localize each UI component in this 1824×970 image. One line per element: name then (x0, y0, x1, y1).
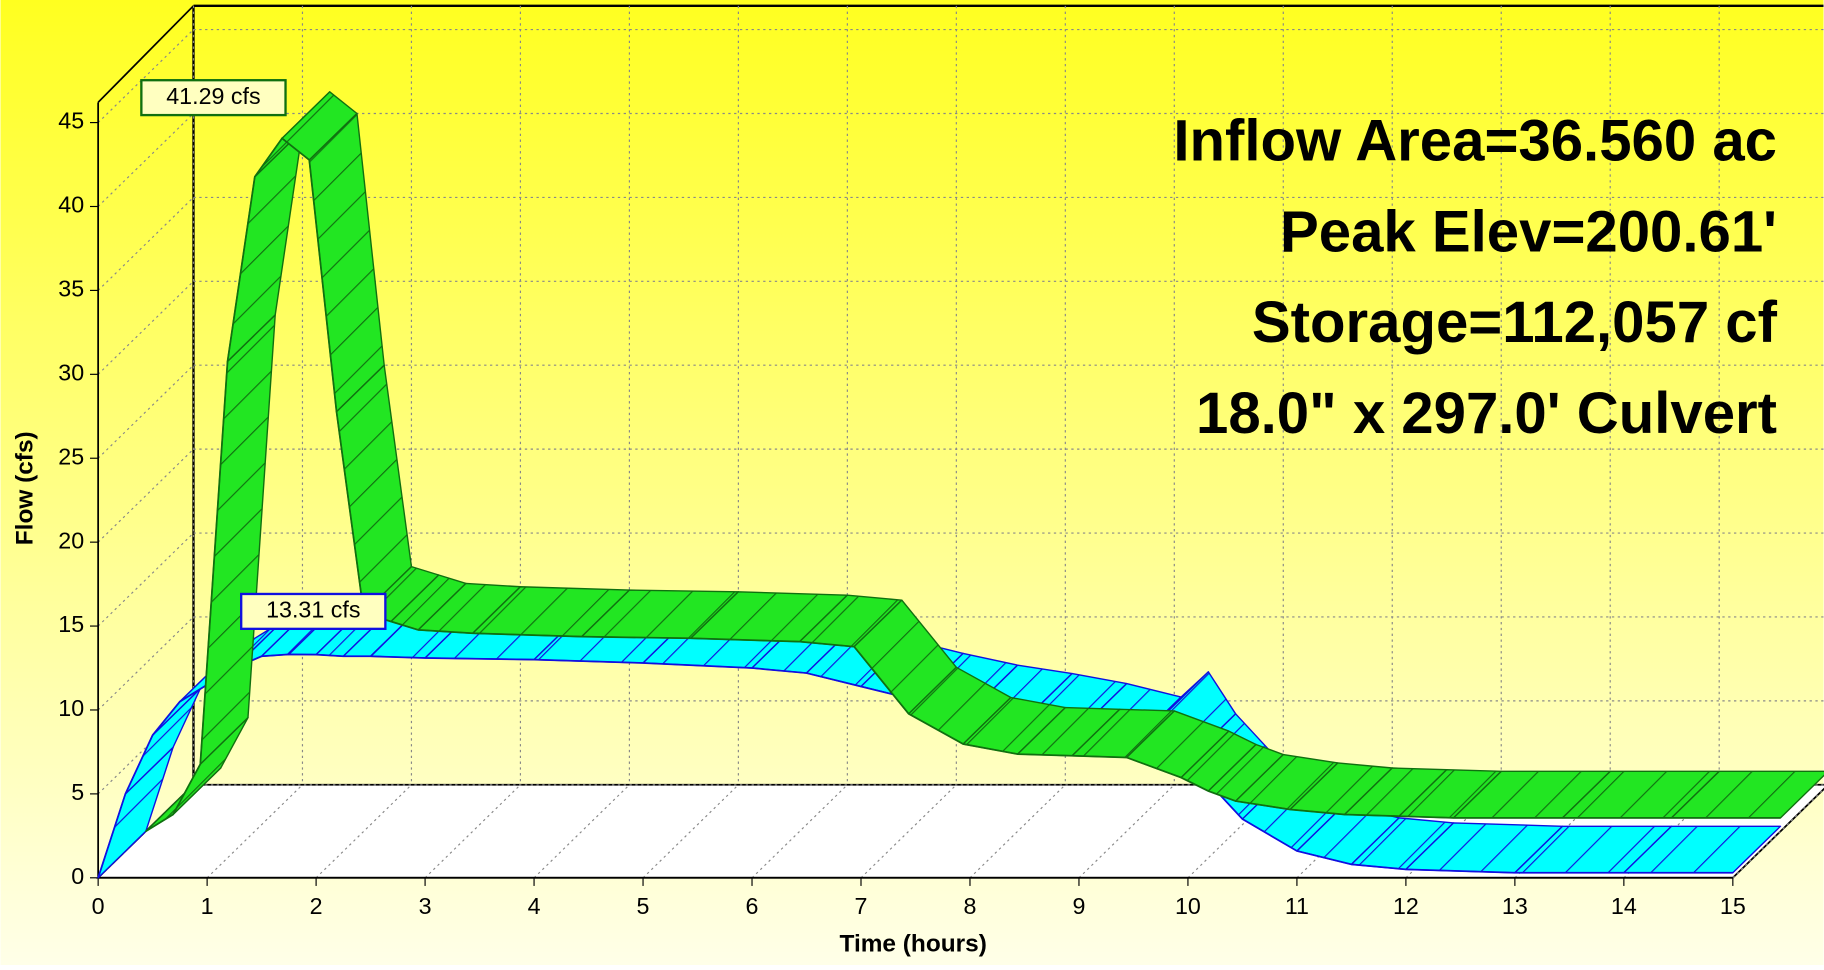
x-tick-label: 4 (528, 893, 541, 919)
y-tick-label: 30 (58, 359, 84, 385)
x-tick-label: 7 (855, 893, 868, 919)
x-tick-label: 6 (746, 893, 759, 919)
x-axis-title: Time (hours) (839, 931, 986, 958)
floor-grid-line (860, 784, 957, 879)
annotation: 18.0" x 297.0' Culvert (1196, 381, 1777, 446)
floor-grid-line (424, 784, 521, 879)
side-grid-line (97, 280, 194, 375)
peak-label: 41.29 cfs (166, 83, 260, 109)
side-grid-line (97, 448, 194, 543)
side-grid-line (97, 532, 194, 627)
y-tick-label: 40 (58, 192, 84, 218)
y-tick-label: 25 (58, 443, 84, 469)
floor-grid-line (206, 784, 303, 879)
x-tick-label: 5 (637, 893, 650, 919)
x-tick-label: 13 (1502, 893, 1528, 919)
side-grid-line (97, 364, 194, 459)
x-tick-label: 12 (1393, 893, 1419, 919)
x-tick-label: 14 (1611, 893, 1637, 919)
floor-grid-line (1732, 788, 1824, 879)
wall-top-edge (97, 5, 195, 103)
series-line (145, 137, 1781, 833)
y-tick-label: 35 (58, 276, 84, 302)
floor-grid-line (969, 784, 1066, 879)
x-tick-label: 10 (1175, 893, 1201, 919)
side-grid-line (97, 29, 194, 123)
floor-grid-line (1078, 784, 1175, 879)
side-grid-line (97, 113, 194, 207)
x-tick-label: 15 (1720, 893, 1746, 919)
y-tick-label: 10 (58, 695, 84, 721)
y-axis-title: Flow (cfs) (12, 431, 39, 545)
x-tick-label: 9 (1072, 893, 1085, 919)
floor-grid-line (642, 784, 739, 879)
annotation: Storage=112,057 cf (1252, 290, 1778, 355)
peak-label: 13.31 cfs (266, 597, 360, 623)
x-tick-label: 3 (419, 893, 432, 919)
y-tick-label: 0 (71, 863, 84, 889)
plot-layer (97, 91, 1824, 879)
x-tick-label: 1 (201, 893, 214, 919)
x-tick-label: 0 (92, 893, 105, 919)
floor-grid-line (751, 784, 848, 879)
annotation: Inflow Area=36.560 ac (1173, 109, 1777, 174)
label-layer: Inflow Area=36.560 ac Peak Elev=200.61' St… (140, 79, 1778, 631)
x-tick-label: 2 (310, 893, 323, 919)
side-grid-line (97, 196, 194, 291)
y-tick-label: 15 (58, 611, 84, 637)
y-tick-label: 5 (71, 779, 84, 805)
peak-label-box (140, 79, 287, 117)
side-grid-line (97, 616, 194, 711)
y-tick-label: 45 (58, 108, 84, 134)
floor-grid-line (533, 784, 630, 879)
y-tick-label: 20 (58, 527, 84, 553)
peak-label-box (240, 592, 387, 631)
floor-grid-line (315, 784, 412, 879)
annotation: Peak Elev=200.61' (1280, 199, 1777, 264)
x-tick-label: 11 (1285, 893, 1309, 919)
x-tick-label: 8 (964, 893, 977, 919)
